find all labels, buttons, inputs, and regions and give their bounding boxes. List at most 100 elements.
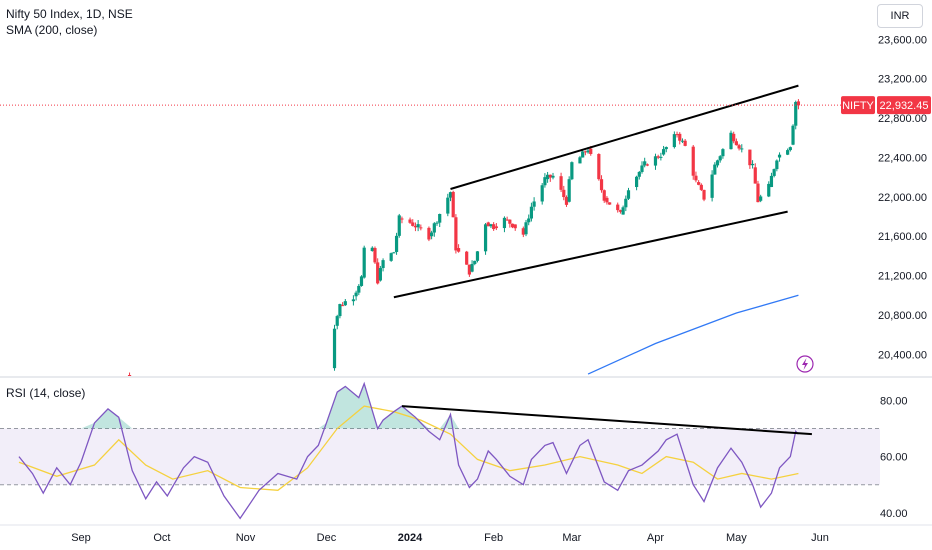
candle-body bbox=[448, 192, 453, 198]
candle-body bbox=[505, 219, 509, 221]
candle-body bbox=[605, 197, 609, 203]
time-axis-tick: Jun bbox=[811, 532, 829, 544]
candle-body bbox=[759, 196, 763, 201]
candle-body bbox=[373, 248, 377, 263]
candle-body bbox=[734, 141, 738, 146]
candle-body bbox=[475, 251, 480, 261]
candle-body bbox=[416, 224, 420, 228]
candle-body bbox=[494, 226, 498, 229]
candle-body bbox=[664, 147, 668, 150]
candle-body bbox=[470, 263, 474, 272]
candle-body bbox=[456, 248, 461, 252]
candle-body bbox=[559, 176, 563, 190]
candle-body bbox=[750, 163, 755, 166]
time-axis-tick: Mar bbox=[562, 532, 581, 544]
candle-body bbox=[489, 224, 493, 227]
candle-body bbox=[702, 189, 706, 200]
last-price-text: 22,932.45 bbox=[880, 100, 929, 112]
candle-body bbox=[796, 101, 801, 106]
candle-body bbox=[680, 140, 685, 142]
currency-selector[interactable]: INR bbox=[877, 4, 923, 28]
candle-body bbox=[341, 305, 345, 307]
price-axis-tick: 21,200.00 bbox=[878, 271, 927, 283]
candle-body bbox=[343, 301, 347, 306]
candle-body bbox=[483, 224, 488, 252]
time-axis-tick: Dec bbox=[317, 532, 337, 544]
candle-body bbox=[794, 101, 798, 126]
candle-body bbox=[788, 147, 792, 151]
price-axis-tick: 23,600.00 bbox=[878, 34, 927, 46]
candle-body bbox=[616, 204, 620, 211]
price-axis-tick: 22,000.00 bbox=[878, 192, 927, 204]
candle-body bbox=[748, 149, 752, 166]
candle-body bbox=[772, 169, 776, 176]
price-axis-tick: 21,600.00 bbox=[878, 231, 927, 243]
candle-body bbox=[432, 223, 436, 233]
candle-body bbox=[581, 151, 585, 158]
candle-body bbox=[427, 227, 431, 240]
candle-body bbox=[332, 328, 337, 369]
candle-body bbox=[532, 201, 536, 207]
rsi-legend: RSI (14, close) bbox=[6, 386, 86, 400]
candle-body bbox=[769, 175, 774, 188]
candle-body bbox=[446, 197, 450, 214]
candle-body bbox=[435, 222, 439, 224]
candle-body bbox=[543, 177, 547, 186]
time-axis-tick: Nov bbox=[236, 532, 256, 544]
candle-body bbox=[621, 207, 625, 215]
candle-body bbox=[672, 134, 676, 148]
candle-body bbox=[597, 154, 601, 180]
candle-body bbox=[381, 260, 385, 269]
candle-body bbox=[589, 148, 593, 155]
candle-body bbox=[578, 157, 582, 164]
candle-body bbox=[775, 160, 779, 170]
candle-body bbox=[740, 148, 744, 150]
time-axis-tick: 2024 bbox=[398, 532, 423, 544]
candle-body bbox=[473, 260, 477, 264]
candle-body bbox=[540, 185, 544, 202]
rsi-axis-tick: 80.00 bbox=[880, 395, 908, 407]
candle-body bbox=[524, 222, 528, 235]
sma-legend: SMA (200, close) bbox=[6, 23, 98, 37]
candle-body bbox=[786, 150, 790, 155]
candle-body bbox=[678, 133, 682, 141]
candle-body bbox=[697, 182, 701, 185]
candle-body bbox=[721, 149, 725, 157]
candle-body bbox=[354, 292, 358, 297]
candle-body bbox=[502, 217, 507, 229]
channel-upper-trendline bbox=[450, 84, 799, 190]
candle-body bbox=[527, 218, 531, 223]
candle-body bbox=[570, 162, 574, 180]
candle-body bbox=[586, 150, 590, 153]
candle-body bbox=[626, 190, 631, 199]
candle-body bbox=[419, 227, 423, 229]
candle-body bbox=[351, 299, 356, 302]
candle-body bbox=[359, 276, 364, 286]
candle-body bbox=[637, 171, 641, 177]
symbol-badge bbox=[841, 96, 875, 115]
rsi-divergence-trendline bbox=[401, 405, 812, 436]
candle-body bbox=[465, 251, 469, 265]
candle-body bbox=[338, 304, 342, 317]
candle-body bbox=[634, 176, 639, 188]
candle-body bbox=[438, 213, 442, 223]
candle-body bbox=[661, 149, 666, 155]
candle-body bbox=[715, 160, 720, 166]
candle-body bbox=[653, 156, 658, 166]
time-axis-tick: Oct bbox=[153, 532, 170, 544]
candle-body bbox=[376, 262, 380, 284]
candle-body bbox=[362, 247, 366, 278]
lightning-icon bbox=[796, 355, 814, 373]
candle-body bbox=[397, 215, 401, 236]
candle-body bbox=[370, 247, 374, 251]
candle-body bbox=[729, 132, 733, 150]
price-axis-tick: 20,800.00 bbox=[878, 310, 927, 322]
candle-body bbox=[699, 184, 703, 190]
time-axis-tick: Sep bbox=[71, 532, 91, 544]
time-axis-tick: May bbox=[726, 532, 747, 544]
candle-body bbox=[567, 179, 571, 202]
symbol-badge-text: NIFTY bbox=[842, 100, 874, 112]
candle-body bbox=[683, 140, 687, 146]
candle-body bbox=[659, 156, 663, 158]
